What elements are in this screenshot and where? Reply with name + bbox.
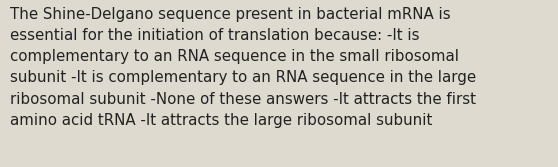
Text: The Shine-Delgano sequence present in bacterial mRNA is
essential for the initia: The Shine-Delgano sequence present in ba… (10, 7, 476, 128)
